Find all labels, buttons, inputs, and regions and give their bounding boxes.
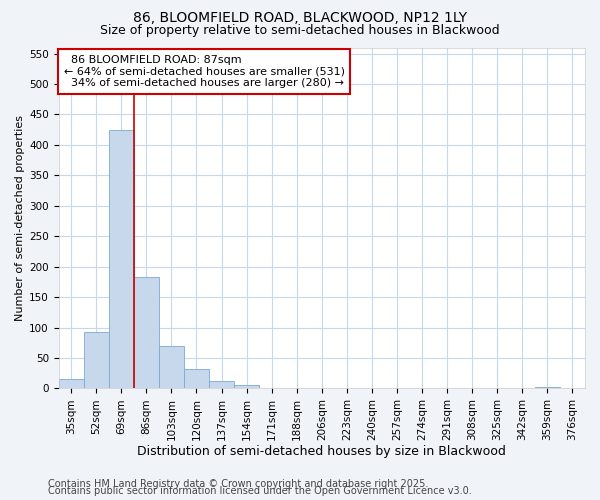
Bar xyxy=(109,130,134,388)
Bar xyxy=(59,380,84,388)
Bar xyxy=(234,386,259,388)
Bar xyxy=(134,277,159,388)
Text: Size of property relative to semi-detached houses in Blackwood: Size of property relative to semi-detach… xyxy=(100,24,500,37)
X-axis label: Distribution of semi-detached houses by size in Blackwood: Distribution of semi-detached houses by … xyxy=(137,444,506,458)
Bar xyxy=(159,346,184,389)
Bar xyxy=(184,369,209,388)
Text: Contains public sector information licensed under the Open Government Licence v3: Contains public sector information licen… xyxy=(48,486,472,496)
Y-axis label: Number of semi-detached properties: Number of semi-detached properties xyxy=(15,115,25,321)
Text: 86 BLOOMFIELD ROAD: 87sqm
← 64% of semi-detached houses are smaller (531)
  34% : 86 BLOOMFIELD ROAD: 87sqm ← 64% of semi-… xyxy=(64,55,344,88)
Bar xyxy=(209,381,234,388)
Text: 86, BLOOMFIELD ROAD, BLACKWOOD, NP12 1LY: 86, BLOOMFIELD ROAD, BLACKWOOD, NP12 1LY xyxy=(133,11,467,25)
Bar xyxy=(84,332,109,388)
Text: Contains HM Land Registry data © Crown copyright and database right 2025.: Contains HM Land Registry data © Crown c… xyxy=(48,479,428,489)
